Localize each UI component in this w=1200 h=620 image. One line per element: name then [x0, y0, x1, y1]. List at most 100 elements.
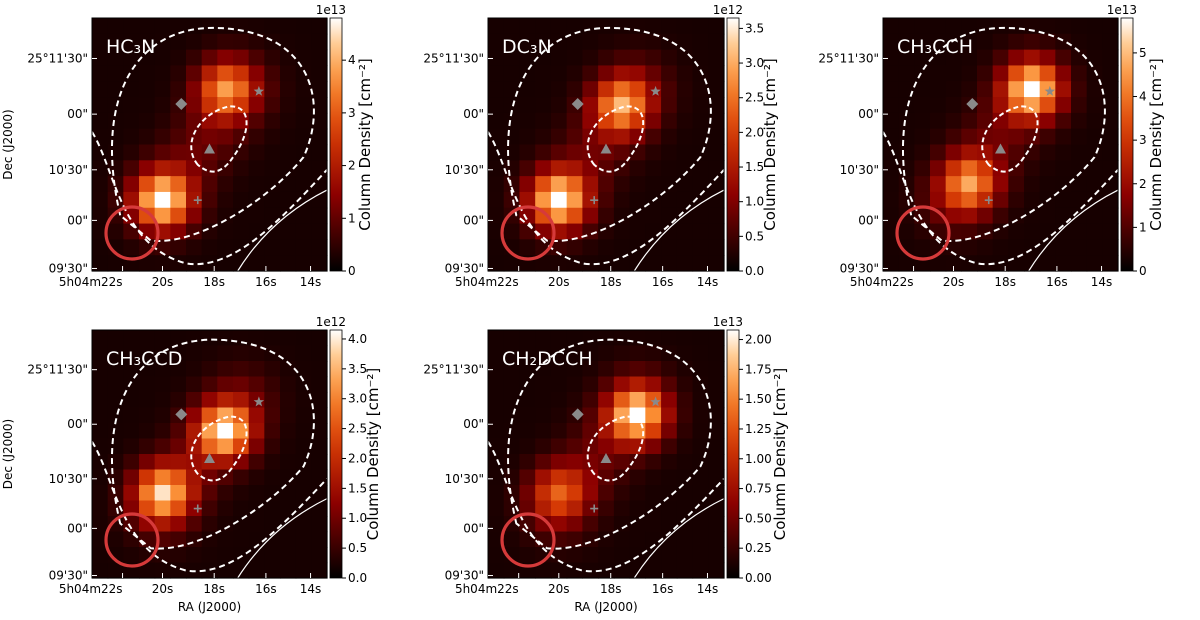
pixel	[170, 176, 187, 193]
pixel	[661, 454, 678, 471]
pixel	[645, 516, 662, 533]
pixel	[201, 547, 218, 564]
pixel	[1102, 97, 1119, 114]
pixel	[280, 97, 297, 114]
pixel	[883, 49, 900, 67]
pixel	[708, 531, 725, 548]
pixel	[945, 191, 962, 209]
pixel	[217, 531, 234, 548]
pixel	[201, 531, 218, 548]
pixel	[1039, 128, 1056, 146]
pixel	[311, 345, 328, 362]
pixel	[676, 392, 694, 409]
pixel	[1039, 97, 1056, 114]
pixel	[264, 562, 281, 579]
pixel	[629, 49, 646, 67]
pixel	[186, 33, 203, 51]
pixel	[977, 112, 994, 130]
pixel	[914, 112, 931, 130]
pixel	[930, 128, 947, 146]
pixel	[613, 531, 631, 548]
pixel	[1055, 239, 1072, 256]
pixel	[645, 160, 662, 177]
inner-contour	[586, 415, 645, 482]
pixel	[708, 392, 725, 409]
pixel	[1008, 191, 1025, 209]
pixel	[139, 423, 156, 440]
pixel	[961, 207, 978, 225]
pixel	[503, 345, 521, 362]
pixel	[550, 547, 568, 564]
pixel	[248, 255, 265, 272]
pixel	[629, 345, 646, 362]
pixel	[503, 18, 521, 35]
cross-marker	[590, 504, 599, 513]
pixel	[123, 500, 140, 517]
pixel	[914, 191, 931, 209]
pixel	[992, 191, 1009, 209]
pixel	[295, 239, 312, 256]
pixel	[233, 485, 250, 502]
pixel	[217, 423, 234, 440]
pixel	[676, 407, 694, 424]
pixel	[295, 423, 312, 440]
pixel	[1039, 176, 1056, 193]
pixel	[629, 33, 646, 51]
pixel	[977, 207, 994, 225]
colorbar-tick-label: 0.0	[348, 571, 367, 585]
pixel	[613, 191, 631, 209]
pixel	[629, 160, 646, 177]
outer-contour	[111, 26, 315, 242]
pixel	[1071, 49, 1088, 67]
pixel	[1008, 128, 1025, 146]
pixel	[107, 33, 124, 51]
pixel	[311, 547, 328, 564]
pixel	[311, 81, 328, 98]
pixel	[123, 485, 140, 502]
pixel	[598, 361, 615, 378]
pixel	[280, 562, 297, 579]
pixel	[186, 97, 203, 114]
pixel	[295, 112, 312, 130]
pixel	[311, 49, 328, 67]
beam-circle	[500, 512, 556, 568]
pixel	[598, 223, 615, 240]
pixel	[535, 97, 552, 114]
pixel	[945, 207, 962, 225]
pixel	[883, 33, 900, 51]
pixel	[186, 81, 203, 98]
pixel	[186, 207, 203, 225]
pixel	[566, 191, 583, 209]
pixel	[311, 531, 328, 548]
y-tick-label: 25°11'30"	[423, 363, 484, 377]
star-marker	[253, 396, 265, 407]
pixel	[883, 18, 900, 35]
pixel	[613, 345, 631, 362]
pixel	[1086, 49, 1103, 67]
pixel	[645, 330, 662, 347]
pixel	[550, 407, 568, 424]
pixel	[535, 438, 552, 455]
pixel	[1055, 18, 1072, 35]
pixel	[170, 160, 187, 177]
pixel	[233, 144, 250, 161]
pixel	[295, 407, 312, 424]
y-tick-label: 00"	[463, 213, 484, 227]
pixel	[692, 97, 709, 114]
pixel	[201, 516, 218, 533]
pixel	[930, 65, 947, 82]
pixel	[154, 144, 171, 161]
diamond-marker	[571, 408, 584, 421]
pixel	[280, 500, 297, 517]
pixel	[264, 407, 281, 424]
pixel	[154, 112, 171, 130]
pixel	[248, 361, 265, 378]
pixel	[280, 65, 297, 82]
pixel	[629, 516, 646, 533]
x-axis-label: RA (J2000)	[574, 600, 637, 614]
pixel	[233, 65, 250, 82]
pixel	[708, 128, 725, 146]
pixel	[233, 49, 250, 67]
pixel	[613, 485, 631, 502]
x-tick-label: 5h04m22s	[59, 582, 123, 596]
